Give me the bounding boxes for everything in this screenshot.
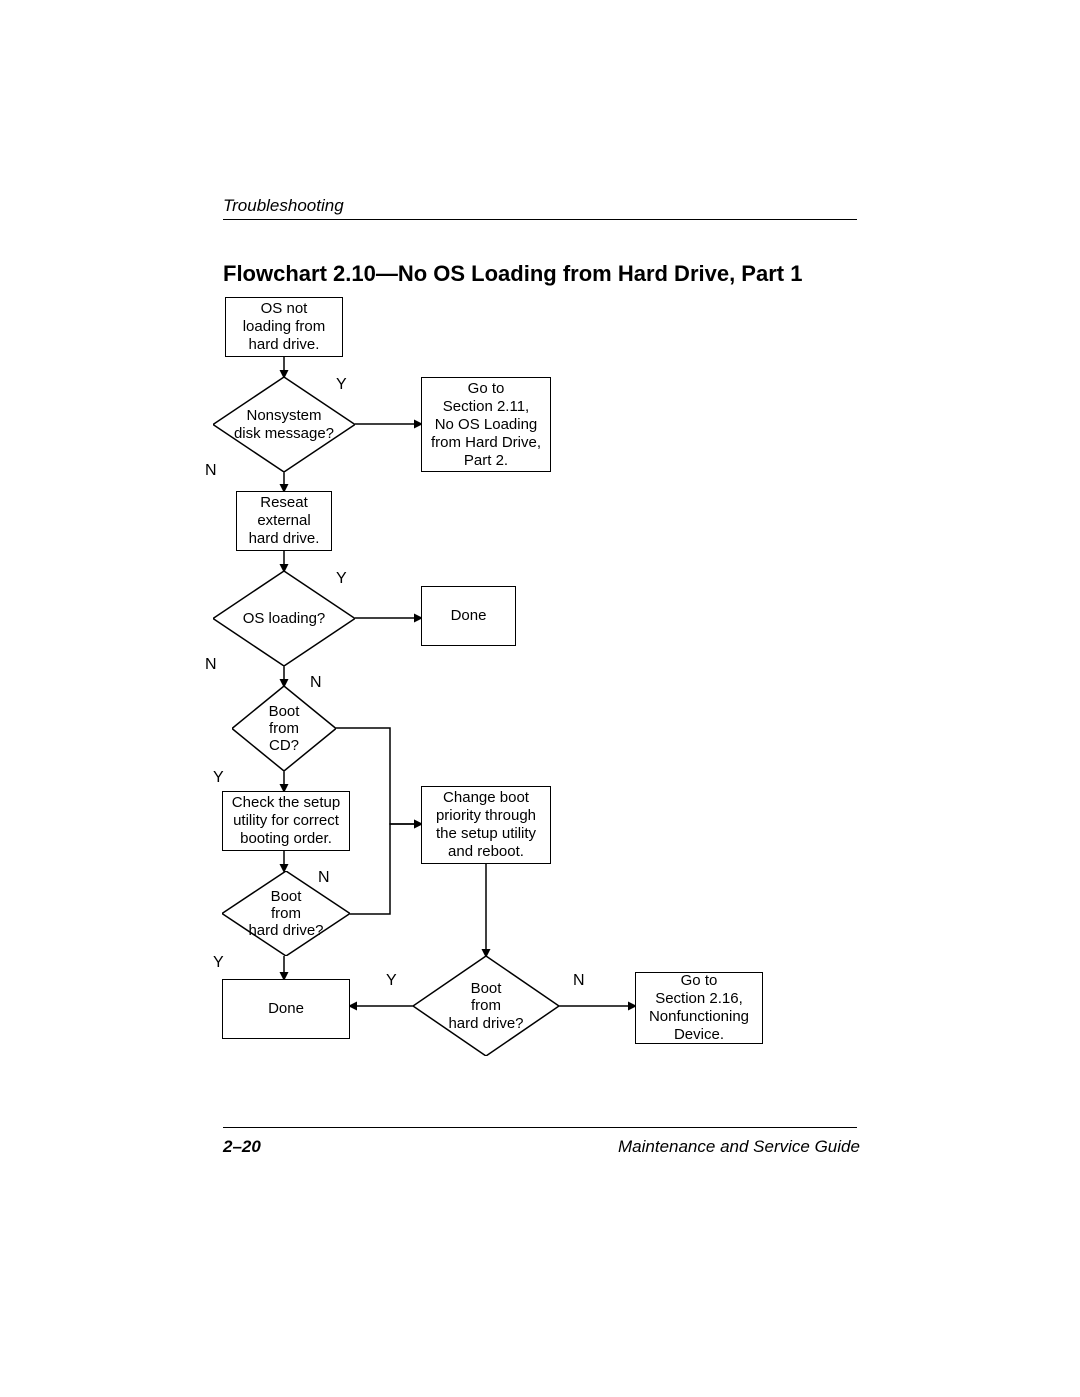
flowchart-decision-d3: BootfromCD?	[232, 686, 336, 771]
flowchart-edge-label: N	[205, 462, 217, 480]
flowchart-decision-d1: Nonsystemdisk message?	[213, 377, 355, 472]
flowchart-process-done1: Done	[421, 586, 516, 646]
footer-book-title: Maintenance and Service Guide	[618, 1137, 860, 1157]
flowchart-process-start: OS notloading fromhard drive.	[225, 297, 343, 357]
flowchart-edge-label: N	[573, 972, 585, 990]
flowchart-edge-label: Y	[213, 769, 224, 787]
flowchart-edge-label: Y	[336, 376, 347, 394]
flowchart-process-reseat: Reseatexternalhard drive.	[236, 491, 332, 551]
footer-page-number: 2–20	[223, 1137, 261, 1157]
header-rule	[223, 219, 857, 220]
flowchart-edges	[0, 0, 1080, 1397]
flowchart-edge-label: Y	[386, 972, 397, 990]
document-page: Troubleshooting Flowchart 2.10—No OS Loa…	[0, 0, 1080, 1397]
running-header: Troubleshooting	[223, 196, 344, 216]
footer-rule	[223, 1127, 857, 1128]
flowchart-edge-label: N	[205, 656, 217, 674]
flowchart-process-goto211: Go toSection 2.11,No OS Loadingfrom Hard…	[421, 377, 551, 472]
flowchart-edge-label: Y	[336, 570, 347, 588]
flowchart-decision-d2: OS loading?	[213, 571, 355, 666]
flowchart-decision-d5: Bootfromhard drive?	[413, 956, 559, 1056]
flowchart-process-change: Change bootpriority throughthe setup uti…	[421, 786, 551, 864]
flowchart-edge-label: Y	[213, 954, 224, 972]
flowchart-title: Flowchart 2.10—No OS Loading from Hard D…	[223, 261, 802, 287]
flowchart-edge-label: N	[310, 674, 322, 692]
flowchart-process-goto216: Go toSection 2.16,NonfunctioningDevice.	[635, 972, 763, 1044]
flowchart-process-done2: Done	[222, 979, 350, 1039]
flowchart-decision-d4: Bootfromhard drive?	[222, 871, 350, 956]
flowchart-process-chk: Check the setuputility for correctbootin…	[222, 791, 350, 851]
flowchart-edge-label: N	[318, 869, 330, 887]
